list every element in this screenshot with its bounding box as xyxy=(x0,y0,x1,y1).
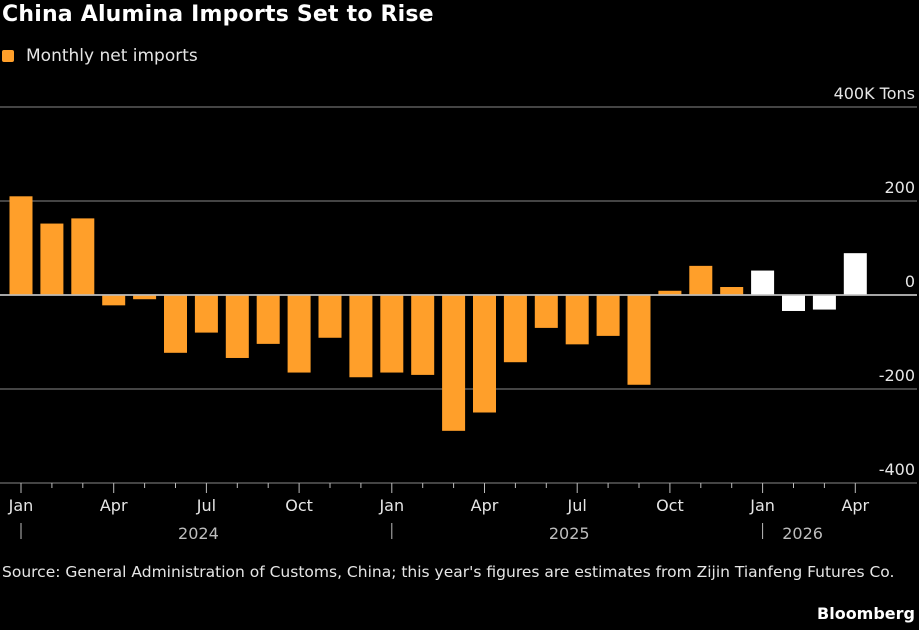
x-tick-label: Jul xyxy=(196,496,216,515)
bar-2024-11 xyxy=(318,295,342,338)
x-tick-label: Oct xyxy=(656,496,684,515)
bar-chart: 400K Tons 200 0 -200 -400 Jan Apr Jul Oct Jan Apr J… xyxy=(0,84,917,543)
y-tick-label: -400 xyxy=(879,460,915,479)
bar-2024-02 xyxy=(40,223,64,295)
x-tick-label: Jan xyxy=(8,496,34,515)
year-label: 2024 xyxy=(178,524,219,543)
bar-2024-05 xyxy=(133,295,157,300)
x-tick-label: Apr xyxy=(100,496,128,515)
bar-2024-08 xyxy=(225,295,249,358)
bar-2025-09 xyxy=(627,295,651,385)
bar-2025-07 xyxy=(565,295,589,345)
bar-2025-08 xyxy=(596,295,620,336)
bar-2025-10 xyxy=(658,290,682,295)
bar-2024-07 xyxy=(194,295,218,333)
x-tick-label: Apr xyxy=(471,496,499,515)
chart-title: China Alumina Imports Set to Rise xyxy=(2,2,434,27)
y-tick-label: -200 xyxy=(879,366,915,385)
y-tick-label: 0 xyxy=(905,272,915,291)
bar-2025-04 xyxy=(473,295,496,413)
x-tick-label: Apr xyxy=(841,496,869,515)
bar-2024-12 xyxy=(349,295,373,378)
source-note: Source: General Administration of Custom… xyxy=(2,563,895,581)
bar-2026-03 xyxy=(812,295,836,310)
bar-2025-02 xyxy=(411,295,435,375)
x-tick-label: Jan xyxy=(749,496,775,515)
bar-2026-01 xyxy=(751,270,775,295)
bar-2025-06 xyxy=(534,295,558,328)
bar-2024-03 xyxy=(71,218,95,295)
bar-2025-05 xyxy=(503,295,527,363)
bar-2024-10 xyxy=(287,295,311,373)
bar-2024-01 xyxy=(9,196,33,295)
bar-2024-04 xyxy=(102,295,126,306)
year-label: 2025 xyxy=(549,524,590,543)
bar-2025-12 xyxy=(720,287,744,295)
bar-2024-06 xyxy=(164,295,187,353)
x-tick-label: Oct xyxy=(285,496,313,515)
legend: Monthly net imports xyxy=(2,46,198,66)
legend-label: Monthly net imports xyxy=(26,46,198,66)
bar-2026-02 xyxy=(782,295,805,311)
bar-2025-03 xyxy=(442,295,466,431)
year-label: 2026 xyxy=(782,524,823,543)
x-tick-label: Jul xyxy=(567,496,587,515)
bar-2025-01 xyxy=(380,295,404,373)
bar-2026-04 xyxy=(843,253,867,295)
bar-2025-11 xyxy=(689,265,713,295)
bloomberg-logo: Bloomberg xyxy=(817,604,915,623)
y-tick-label: 200 xyxy=(884,178,915,197)
x-tick-label: Jan xyxy=(378,496,404,515)
legend-swatch xyxy=(2,50,14,62)
y-tick-label: 400K Tons xyxy=(834,84,915,103)
bar-2024-09 xyxy=(256,295,280,344)
